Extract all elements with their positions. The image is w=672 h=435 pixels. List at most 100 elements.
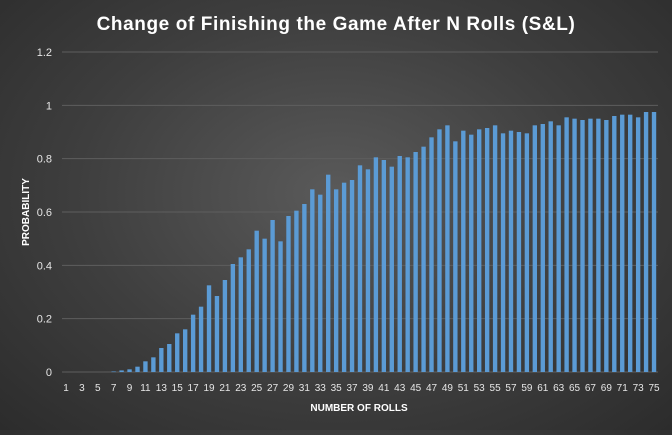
bar-67 — [588, 118, 593, 372]
bar-29 — [286, 216, 291, 372]
y-tick-label: 0.2 — [37, 314, 52, 326]
x-tick-label: 3 — [79, 383, 85, 394]
bar-72 — [628, 114, 633, 373]
x-tick-label: 9 — [127, 383, 133, 394]
bar-49 — [445, 125, 450, 372]
bar-38 — [357, 165, 363, 372]
bar-27 — [270, 220, 275, 372]
x-axis-ticks: 1 3 5 7 9 11 13 15 17 19 21 23 25 27 29 31 33 35 37 39 41 43 4… — [63, 383, 660, 394]
bar-40 — [373, 157, 379, 372]
x-tick-label: 61 — [537, 383, 549, 394]
bar-55 — [492, 125, 498, 372]
bar-18 — [198, 306, 204, 372]
bar-75 — [651, 112, 657, 372]
bar-64 — [564, 117, 569, 372]
bar-37 — [349, 180, 355, 372]
bar-53 — [477, 129, 482, 372]
bar-56 — [500, 133, 506, 372]
bar-63 — [556, 125, 561, 372]
y-tick-label: 0.8 — [37, 154, 52, 166]
x-tick-label: 17 — [188, 383, 200, 394]
y-tick-label: 0.6 — [37, 207, 52, 219]
x-tick-label: 75 — [648, 383, 660, 394]
bar-43 — [397, 156, 402, 372]
bar-61 — [540, 124, 545, 372]
bar-13 — [159, 348, 164, 372]
x-tick-label: 5 — [95, 383, 101, 394]
x-tick-label: 47 — [426, 383, 438, 394]
bar-20 — [214, 296, 220, 372]
bar-47 — [429, 137, 434, 372]
bar-19 — [206, 285, 212, 372]
x-tick-label: 51 — [458, 383, 470, 394]
bar-14 — [167, 344, 172, 372]
x-tick-label: 53 — [474, 383, 486, 394]
bar-70 — [612, 116, 617, 372]
bar-28 — [278, 241, 283, 372]
bar-23 — [238, 257, 243, 372]
x-tick-label: 25 — [251, 383, 263, 394]
bar-26 — [262, 238, 267, 372]
bar-42 — [389, 166, 394, 372]
bar-17 — [190, 314, 196, 372]
bar-25 — [254, 230, 259, 372]
bar-73 — [635, 117, 641, 372]
bar-66 — [580, 120, 585, 372]
x-tick-label: 41 — [378, 383, 390, 394]
y-axis-ticks: 0 0.2 0.4 0.6 0.8 1 1.2 — [37, 47, 52, 379]
bar-54 — [484, 128, 490, 372]
x-tick-label: 27 — [267, 383, 279, 394]
x-tick-label: 45 — [410, 383, 422, 394]
bar-71 — [620, 114, 625, 373]
bar-74 — [643, 112, 649, 372]
bar-8 — [119, 370, 124, 372]
bar-51 — [461, 130, 466, 372]
bar-44 — [405, 157, 410, 372]
bar-48 — [437, 129, 442, 372]
x-tick-label: 15 — [172, 383, 184, 394]
bar-39 — [365, 169, 371, 372]
bars — [111, 112, 657, 373]
bar-45 — [413, 152, 418, 372]
bar-24 — [246, 249, 251, 372]
bar-41 — [381, 160, 387, 372]
x-tick-label: 63 — [553, 383, 565, 394]
x-tick-label: 19 — [203, 383, 215, 394]
bar-52 — [469, 134, 474, 372]
bar-7 — [111, 371, 116, 373]
bar-65 — [572, 118, 577, 372]
bar-12 — [151, 357, 156, 372]
x-tick-label: 31 — [299, 383, 311, 394]
x-tick-label: 67 — [585, 383, 597, 394]
bar-31 — [302, 204, 307, 372]
x-tick-label: 37 — [346, 383, 358, 394]
chart-title: Change of Finishing the Game After N Rol… — [97, 14, 576, 35]
y-tick-label: 1 — [46, 100, 52, 112]
x-tick-label: 23 — [235, 383, 247, 394]
bar-22 — [230, 264, 236, 372]
x-tick-label: 55 — [490, 383, 502, 394]
bar-16 — [182, 329, 188, 372]
y-tick-label: 1.2 — [37, 47, 52, 59]
x-tick-label: 7 — [111, 383, 117, 394]
x-tick-label: 59 — [521, 383, 533, 394]
bar-9 — [127, 369, 132, 372]
bar-11 — [143, 361, 148, 372]
y-tick-label: 0 — [46, 367, 52, 379]
y-axis-title: PROBABILITY — [21, 178, 32, 246]
bar-35 — [333, 189, 339, 372]
x-tick-label: 69 — [601, 383, 613, 394]
bar-62 — [548, 121, 553, 372]
x-tick-label: 35 — [331, 383, 343, 394]
x-tick-label: 57 — [505, 383, 517, 394]
bar-68 — [596, 118, 601, 372]
x-tick-label: 21 — [219, 383, 231, 394]
x-tick-label: 39 — [362, 383, 374, 394]
x-tick-label: 29 — [283, 383, 295, 394]
x-tick-label: 13 — [156, 383, 168, 394]
bar-10 — [135, 366, 140, 372]
bar-33 — [318, 194, 323, 372]
bar-32 — [310, 189, 315, 372]
x-tick-label: 1 — [63, 383, 69, 394]
